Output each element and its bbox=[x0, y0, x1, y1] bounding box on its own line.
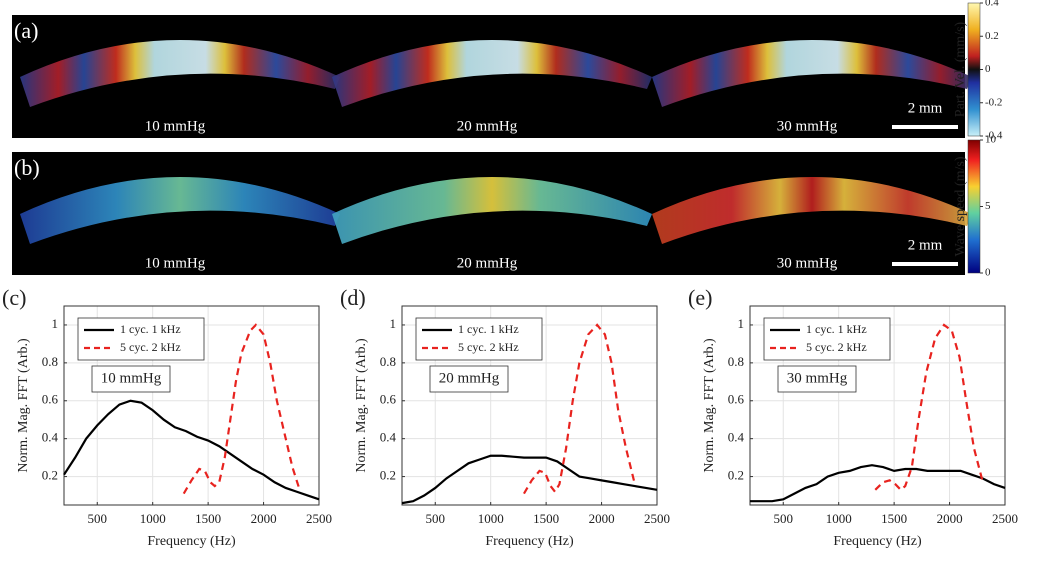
y-tick-label: 1 bbox=[390, 316, 397, 331]
x-axis-label: Frequency (Hz) bbox=[833, 534, 922, 549]
y-tick-label: 0.6 bbox=[728, 392, 745, 407]
series-line bbox=[874, 323, 984, 492]
x-tick-label: 2500 bbox=[644, 511, 670, 526]
legend-label: 5 cyc. 2 kHz bbox=[458, 340, 519, 354]
condition-label: 20 mmHg bbox=[457, 255, 518, 271]
axes-frame bbox=[749, 305, 1006, 506]
cornea-image bbox=[20, 40, 340, 107]
condition-label: 30 mmHg bbox=[777, 255, 838, 271]
annotation: 20 mmHg bbox=[439, 370, 500, 386]
y-axis-label: Norm. Mag. FFT (Arb.) bbox=[16, 338, 31, 473]
colorbar-label: Wave speed (m/s) bbox=[953, 156, 968, 256]
x-tick-label: 1500 bbox=[195, 511, 221, 526]
colorbar-tick-label: -0.4 bbox=[985, 130, 1003, 142]
colorbar-tick-label: 0 bbox=[985, 267, 991, 279]
x-tick-label: 2500 bbox=[306, 511, 332, 526]
cornea-image bbox=[20, 177, 340, 244]
x-tick-label: 500 bbox=[774, 511, 794, 526]
legend-label: 1 cyc. 1 kHz bbox=[120, 322, 181, 336]
legend-label: 1 cyc. 1 kHz bbox=[806, 322, 867, 336]
annotation-box bbox=[429, 365, 509, 393]
y-tick-label: 0.2 bbox=[728, 468, 744, 483]
legend-box bbox=[763, 317, 891, 361]
colorbar bbox=[967, 2, 981, 137]
y-tick-label: 0.4 bbox=[728, 430, 745, 445]
colorbar-tick-label: 0.4 bbox=[985, 0, 999, 9]
x-tick-label: 1000 bbox=[478, 511, 504, 526]
colorbar-label: Part. Vel. (mm/s) bbox=[953, 21, 968, 117]
legend-label: 5 cyc. 2 kHz bbox=[806, 340, 867, 354]
annotation-box bbox=[91, 365, 171, 393]
x-tick-label: 2000 bbox=[251, 511, 277, 526]
x-axis-label: Frequency (Hz) bbox=[147, 534, 236, 549]
colorbar-tick-label: 10 bbox=[985, 134, 997, 146]
condition-label: 10 mmHg bbox=[145, 255, 206, 271]
x-tick-label: 500 bbox=[426, 511, 446, 526]
series-line bbox=[523, 323, 636, 495]
y-tick-label: 0.8 bbox=[728, 354, 744, 369]
annotation: 10 mmHg bbox=[101, 370, 162, 386]
legend-box bbox=[77, 317, 205, 361]
series-line bbox=[401, 454, 658, 505]
panel-label: (d) bbox=[340, 285, 366, 310]
x-tick-label: 2000 bbox=[589, 511, 615, 526]
cornea-image bbox=[332, 177, 652, 244]
y-tick-label: 0.2 bbox=[42, 468, 58, 483]
cornea-image bbox=[332, 40, 652, 107]
panel-label: (b) bbox=[14, 155, 40, 180]
legend-label: 1 cyc. 1 kHz bbox=[458, 322, 519, 336]
series-line bbox=[182, 323, 301, 495]
y-axis-label: Norm. Mag. FFT (Arb.) bbox=[702, 338, 717, 473]
x-axis-label: Frequency (Hz) bbox=[485, 534, 574, 549]
annotation: 30 mmHg bbox=[787, 370, 848, 386]
y-tick-label: 0.2 bbox=[380, 468, 396, 483]
scale-bar-label: 2 mm bbox=[908, 100, 943, 116]
cornea-image bbox=[652, 40, 972, 107]
y-tick-label: 0.8 bbox=[42, 354, 58, 369]
series-line bbox=[750, 464, 1006, 503]
y-tick-label: 0.6 bbox=[42, 392, 59, 407]
x-tick-label: 1000 bbox=[140, 511, 166, 526]
colorbar-tick-label: 5 bbox=[985, 200, 991, 212]
y-tick-label: 1 bbox=[52, 316, 59, 331]
cornea-image bbox=[652, 177, 972, 244]
series-line bbox=[63, 399, 320, 501]
axes-frame bbox=[63, 305, 320, 506]
panel-label: (a) bbox=[14, 18, 38, 43]
panel-label: (c) bbox=[2, 285, 26, 310]
x-tick-label: 2500 bbox=[992, 511, 1018, 526]
y-tick-label: 0.4 bbox=[42, 430, 59, 445]
legend-box bbox=[415, 317, 543, 361]
colorbar bbox=[967, 139, 981, 274]
panel-label: (e) bbox=[688, 285, 712, 310]
axes-frame bbox=[401, 305, 658, 506]
y-tick-label: 0.8 bbox=[380, 354, 396, 369]
scale-bar-label: 2 mm bbox=[908, 237, 943, 253]
y-tick-label: 1 bbox=[738, 316, 745, 331]
condition-label: 20 mmHg bbox=[457, 118, 518, 134]
image-background bbox=[12, 152, 965, 275]
condition-label: 30 mmHg bbox=[777, 118, 838, 134]
colorbar-tick-label: -0.2 bbox=[985, 96, 1002, 108]
x-tick-label: 1000 bbox=[826, 511, 852, 526]
x-tick-label: 500 bbox=[88, 511, 108, 526]
x-tick-label: 1500 bbox=[881, 511, 907, 526]
y-axis-label: Norm. Mag. FFT (Arb.) bbox=[354, 338, 369, 473]
image-background bbox=[12, 15, 965, 138]
y-tick-label: 0.6 bbox=[380, 392, 397, 407]
x-tick-label: 2000 bbox=[937, 511, 963, 526]
colorbar-tick-label: 0.2 bbox=[985, 30, 999, 42]
x-tick-label: 1500 bbox=[533, 511, 559, 526]
y-tick-label: 0.4 bbox=[380, 430, 397, 445]
annotation-box bbox=[777, 365, 857, 393]
legend-label: 5 cyc. 2 kHz bbox=[120, 340, 181, 354]
condition-label: 10 mmHg bbox=[145, 118, 206, 134]
colorbar-tick-label: 0 bbox=[985, 63, 991, 75]
